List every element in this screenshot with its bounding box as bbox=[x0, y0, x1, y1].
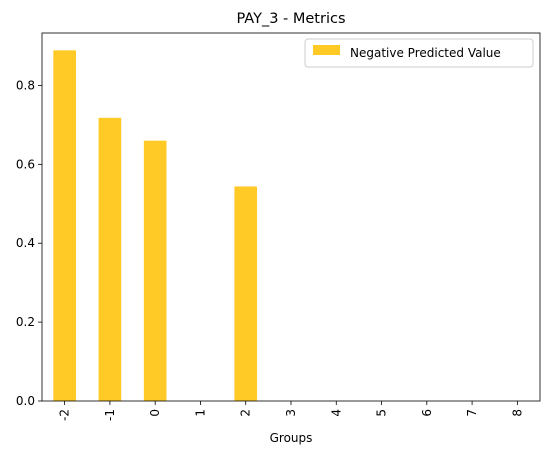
bar--1 bbox=[98, 117, 122, 402]
x-tick-label: 7 bbox=[465, 409, 479, 417]
y-axis: 0.0 0.2 0.4 0.6 0.8 bbox=[16, 78, 42, 408]
bar-0 bbox=[143, 140, 167, 401]
y-tick-label: 0.0 bbox=[16, 394, 35, 408]
bar--2 bbox=[53, 50, 76, 402]
x-tick-label: -2 bbox=[58, 409, 72, 421]
x-tick-label: 1 bbox=[193, 409, 207, 417]
y-tick-label: 0.4 bbox=[16, 236, 35, 250]
x-tick-label: 6 bbox=[420, 409, 434, 417]
x-tick-label: 4 bbox=[329, 409, 343, 417]
legend-label-negative-predicted-value: Negative Predicted Value bbox=[350, 46, 501, 60]
x-axis: -2 -1 0 1 2 3 4 5 6 7 8 bbox=[58, 401, 524, 421]
legend-frame bbox=[304, 38, 534, 68]
x-tick-label: 8 bbox=[510, 409, 524, 417]
y-tick-label: 0.6 bbox=[16, 157, 35, 171]
bar-2 bbox=[234, 186, 258, 401]
y-tick-label: 0.2 bbox=[16, 315, 35, 329]
bars bbox=[53, 50, 258, 402]
x-tick-label: -1 bbox=[103, 409, 117, 421]
x-tick-label: 2 bbox=[239, 409, 253, 417]
chart-title: PAY_3 - Metrics bbox=[236, 11, 345, 27]
x-tick-label: 3 bbox=[284, 409, 298, 417]
legend: Negative Predicted Value bbox=[304, 38, 534, 68]
x-tick-label: 0 bbox=[148, 409, 162, 417]
legend-swatch bbox=[313, 45, 340, 55]
y-tick-label: 0.8 bbox=[16, 78, 35, 92]
x-axis-label: Groups bbox=[270, 431, 313, 445]
x-tick-label: 5 bbox=[375, 409, 389, 417]
